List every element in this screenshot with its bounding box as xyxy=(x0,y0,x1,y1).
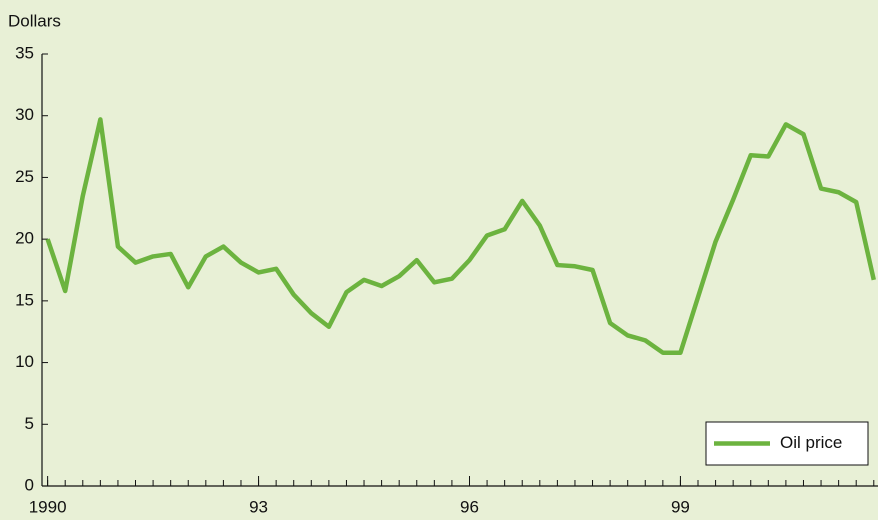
x-tick-label: 1990 xyxy=(29,497,67,516)
legend-label: Oil price xyxy=(780,433,842,452)
y-tick-label: 0 xyxy=(25,475,34,494)
y-tick-label: 20 xyxy=(15,229,34,248)
y-tick-label: 15 xyxy=(15,290,34,309)
x-tick-label: 96 xyxy=(460,497,479,516)
x-tick-label: 93 xyxy=(249,497,268,516)
x-tick-label: 99 xyxy=(671,497,690,516)
y-tick-label: 35 xyxy=(15,43,34,62)
y-tick-label: 25 xyxy=(15,167,34,186)
line-series xyxy=(45,117,876,355)
y-tick-label: 30 xyxy=(15,105,34,124)
y-tick-label: 10 xyxy=(15,352,34,371)
y-tick-label: 5 xyxy=(25,414,34,433)
y-axis-label: Dollars xyxy=(8,11,61,30)
